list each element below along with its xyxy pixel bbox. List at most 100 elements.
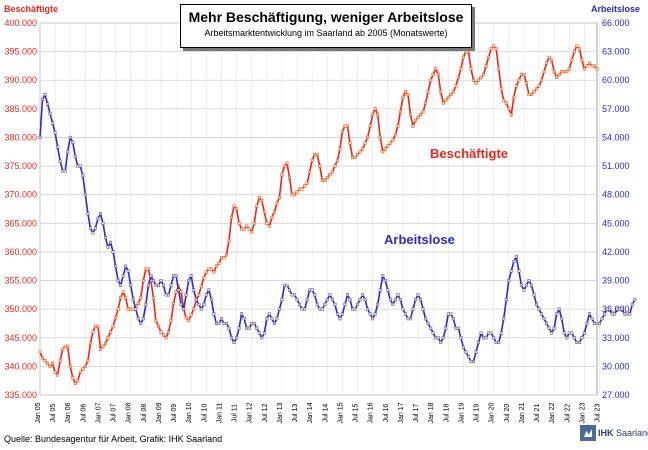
data-point bbox=[189, 313, 193, 317]
data-point bbox=[537, 307, 541, 311]
data-point bbox=[167, 293, 171, 297]
data-point bbox=[484, 64, 488, 68]
right-tick-label: 60.000 bbox=[602, 75, 630, 85]
data-point bbox=[66, 150, 70, 154]
ihk-logo: IHK Saarland bbox=[580, 424, 648, 442]
data-point bbox=[408, 317, 412, 321]
data-point bbox=[431, 73, 435, 77]
data-point bbox=[376, 113, 380, 117]
data-point bbox=[590, 64, 594, 68]
data-point bbox=[552, 70, 556, 74]
ihk-logo-icon bbox=[580, 425, 596, 441]
data-point bbox=[323, 178, 327, 182]
data-point bbox=[272, 321, 276, 325]
x-tick-label: Jan 15 bbox=[337, 402, 344, 423]
data-point bbox=[214, 321, 218, 325]
data-point bbox=[456, 326, 460, 330]
data-point bbox=[250, 321, 254, 325]
x-tick-label: Jan 22 bbox=[549, 402, 556, 423]
data-point bbox=[136, 301, 140, 305]
data-point bbox=[633, 298, 637, 302]
x-tick-label: Jul 18 bbox=[443, 404, 450, 423]
data-point bbox=[219, 256, 223, 260]
data-point bbox=[76, 164, 80, 168]
data-point bbox=[172, 301, 176, 305]
data-point bbox=[524, 81, 528, 85]
data-point bbox=[131, 298, 135, 302]
data-point bbox=[348, 298, 352, 302]
data-point bbox=[144, 302, 148, 306]
data-point bbox=[363, 298, 367, 302]
data-point bbox=[217, 321, 221, 325]
data-point bbox=[222, 256, 226, 260]
x-tick-label: Jan 19 bbox=[458, 402, 465, 423]
data-point bbox=[66, 344, 70, 348]
right-tick-label: 48.000 bbox=[602, 190, 630, 200]
x-tick-label: Jul 10 bbox=[201, 404, 208, 423]
data-point bbox=[502, 317, 506, 321]
data-point bbox=[298, 302, 302, 306]
data-point bbox=[466, 355, 470, 359]
data-point bbox=[169, 283, 173, 287]
data-point bbox=[272, 210, 276, 214]
data-point bbox=[439, 90, 443, 94]
data-point bbox=[212, 270, 216, 274]
data-point bbox=[509, 113, 513, 117]
data-point bbox=[449, 312, 453, 316]
x-tick-label: Jan 13 bbox=[277, 402, 284, 423]
data-point bbox=[378, 135, 382, 139]
data-point bbox=[345, 124, 349, 128]
data-point bbox=[613, 312, 617, 316]
x-tick-label: Jan 23 bbox=[579, 402, 586, 423]
data-point bbox=[378, 288, 382, 292]
x-tick-label: Jul 17 bbox=[413, 404, 420, 423]
data-point bbox=[398, 110, 402, 114]
data-point bbox=[245, 224, 249, 228]
data-point bbox=[343, 302, 347, 306]
data-point bbox=[353, 155, 357, 159]
data-point bbox=[441, 101, 445, 105]
data-point bbox=[109, 240, 113, 244]
data-point bbox=[338, 147, 342, 151]
data-point bbox=[323, 302, 327, 306]
data-point bbox=[345, 293, 349, 297]
data-point bbox=[63, 169, 67, 173]
data-point bbox=[114, 264, 118, 268]
left-tick-label: 400.000 bbox=[4, 18, 37, 28]
data-point bbox=[361, 147, 365, 151]
data-point bbox=[149, 274, 153, 278]
ihk-logo-ihk: IHK bbox=[598, 428, 614, 438]
data-point bbox=[333, 302, 337, 306]
data-point bbox=[255, 326, 259, 330]
data-point bbox=[119, 283, 123, 287]
data-point bbox=[436, 73, 440, 77]
data-point bbox=[41, 356, 45, 360]
data-point bbox=[383, 147, 387, 151]
x-tick-label: Jan 20 bbox=[489, 402, 496, 423]
data-point bbox=[204, 270, 208, 274]
data-point bbox=[293, 293, 297, 297]
data-point bbox=[139, 296, 143, 300]
data-point bbox=[537, 84, 541, 88]
data-point bbox=[189, 274, 193, 278]
data-point bbox=[572, 336, 576, 340]
data-point bbox=[351, 307, 355, 311]
data-point bbox=[310, 288, 314, 292]
data-point bbox=[489, 331, 493, 335]
data-point bbox=[280, 298, 284, 302]
data-point bbox=[164, 336, 168, 340]
data-point bbox=[615, 307, 619, 311]
data-point bbox=[550, 331, 554, 335]
data-point bbox=[620, 307, 624, 311]
data-point bbox=[242, 317, 246, 321]
data-point bbox=[290, 193, 294, 197]
data-point bbox=[572, 50, 576, 54]
data-point bbox=[247, 326, 251, 330]
data-point bbox=[96, 324, 100, 328]
data-point bbox=[487, 55, 491, 59]
data-point bbox=[197, 293, 201, 297]
data-point bbox=[242, 227, 246, 231]
data-point bbox=[73, 382, 77, 386]
data-point bbox=[46, 102, 50, 106]
